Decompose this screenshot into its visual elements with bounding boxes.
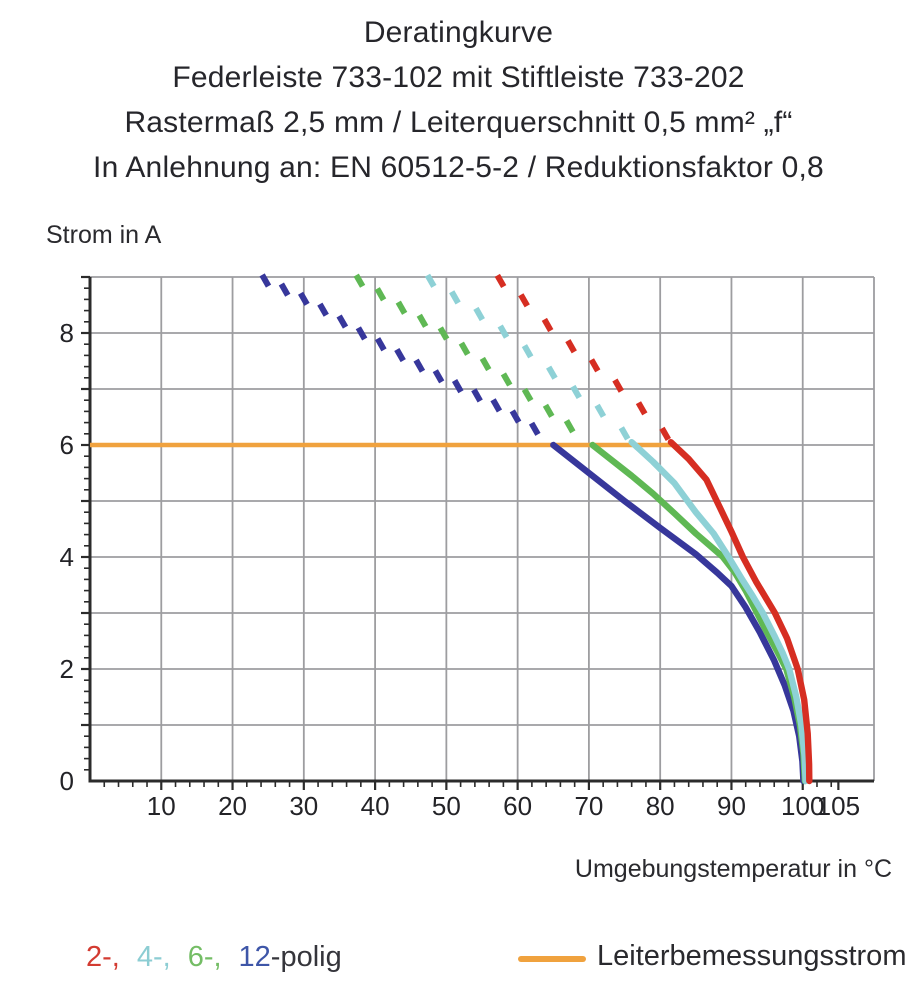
- x-axis-title: Umgebungstemperatur in °C: [574, 855, 892, 883]
- curve-2-polig-dash: [588, 358, 601, 373]
- legend-pole-item: 2-,: [86, 941, 120, 973]
- curve-12-polig-dash: [471, 388, 483, 403]
- curve-12-polig-dash: [509, 409, 522, 424]
- curve-12-polig-dash: [432, 369, 445, 384]
- curve-4-polig-dash: [449, 290, 461, 305]
- curve-2-polig-dash: [541, 317, 554, 333]
- curve-2-polig-dash: [659, 426, 671, 441]
- curve-12-polig-dash: [355, 326, 368, 341]
- rated-current-swatch: [518, 956, 586, 962]
- curve-12-polig-dash: [413, 358, 426, 373]
- curve-12-polig-dash: [317, 302, 329, 317]
- curve-6-polig-dash: [353, 273, 366, 288]
- curve-4-polig-dash: [424, 273, 437, 288]
- x-tick-label: 40: [361, 791, 390, 821]
- y-tick-label: 2: [60, 654, 74, 684]
- curve-4-polig-dash: [594, 403, 607, 418]
- curve-2-polig-dash: [612, 378, 624, 393]
- pole-count-legend: 2-, 4-, 6-, 12-polig: [86, 941, 342, 974]
- rated-current-label: Leiterbemessungsstrom: [597, 940, 907, 972]
- x-tick-label: 60: [503, 791, 532, 821]
- title-line-4: In Anlehnung an: EN 60512-5-2 / Reduktio…: [93, 151, 824, 184]
- x-tick-label: 105: [817, 791, 860, 821]
- curve-12-polig-dash: [336, 314, 349, 329]
- title-line-1: Deratingkurve: [363, 16, 554, 49]
- curve-12-polig-dash: [490, 398, 503, 413]
- x-tick-label: 90: [717, 791, 746, 821]
- curve-2-polig-solid: [667, 439, 813, 785]
- curve-6-polig-dash: [458, 341, 471, 356]
- curve-12-polig-dash: [394, 347, 406, 363]
- curve-6-polig-dash: [563, 419, 576, 434]
- curve-12-polig-dash: [528, 421, 541, 436]
- curve-4-polig-dash: [521, 344, 534, 359]
- curve-6-polig-dash: [374, 287, 387, 302]
- x-tick-label: 50: [432, 791, 461, 821]
- x-tick-label: 10: [147, 791, 176, 821]
- x-tick-label: 20: [218, 791, 247, 821]
- x-tick-label: 100: [781, 791, 824, 821]
- curve-4-polig-solid: [628, 439, 809, 785]
- curve-12-polig-dash: [374, 337, 387, 352]
- curve-6-polig-dash: [542, 403, 555, 418]
- y-tick-label: 4: [60, 542, 74, 572]
- curve-2-polig-dash: [518, 293, 530, 308]
- curve-6-polig-dash: [437, 326, 450, 341]
- title-line-3: Rastermaß 2,5 mm / Leiterquerschnitt 0,5…: [124, 106, 793, 139]
- title-line-2: Federleiste 733-102 mit Stiftleiste 733-…: [172, 61, 745, 94]
- curve-6-polig-dash: [416, 313, 429, 328]
- legend-pole-item: -polig: [270, 941, 342, 973]
- chart-title-block: Deratingkurve Federleiste 733-102 mit St…: [0, 10, 917, 190]
- curve-4-polig-dash: [570, 384, 582, 400]
- x-tick-label: 70: [574, 791, 603, 821]
- curve-12-polig-dash: [451, 379, 464, 394]
- curve-6-polig-dash: [395, 300, 408, 315]
- curve-4-polig-dash: [497, 324, 510, 339]
- curve-12-polig-dash: [298, 291, 310, 306]
- curve-4-polig-dash: [546, 365, 558, 380]
- curve-2-polig-dash: [635, 401, 648, 416]
- curve-2-polig-dash: [494, 273, 507, 289]
- curve-4-polig-dash: [473, 306, 485, 322]
- curve-12-polig-dash: [259, 273, 272, 288]
- y-tick-label: 8: [60, 318, 74, 348]
- curve-12-polig-dash: [278, 282, 291, 297]
- x-tick-label: 30: [289, 791, 318, 821]
- curve-6-polig-dash: [500, 372, 513, 387]
- y-tick-label: 0: [60, 766, 74, 796]
- y-tick-label: 6: [60, 430, 74, 460]
- legend-pole-item: 6-,: [187, 941, 222, 973]
- curve-4-polig-dash: [618, 426, 631, 441]
- curve-6-polig-dash: [521, 387, 534, 403]
- curve-6-polig-dash: [479, 356, 492, 372]
- y-axis-title: Strom in A: [46, 221, 162, 249]
- legend-pole-item: 4-,: [136, 941, 171, 973]
- x-tick-label: 80: [646, 791, 675, 821]
- legend-pole-item: 12: [238, 941, 271, 973]
- curve-2-polig-dash: [565, 339, 577, 354]
